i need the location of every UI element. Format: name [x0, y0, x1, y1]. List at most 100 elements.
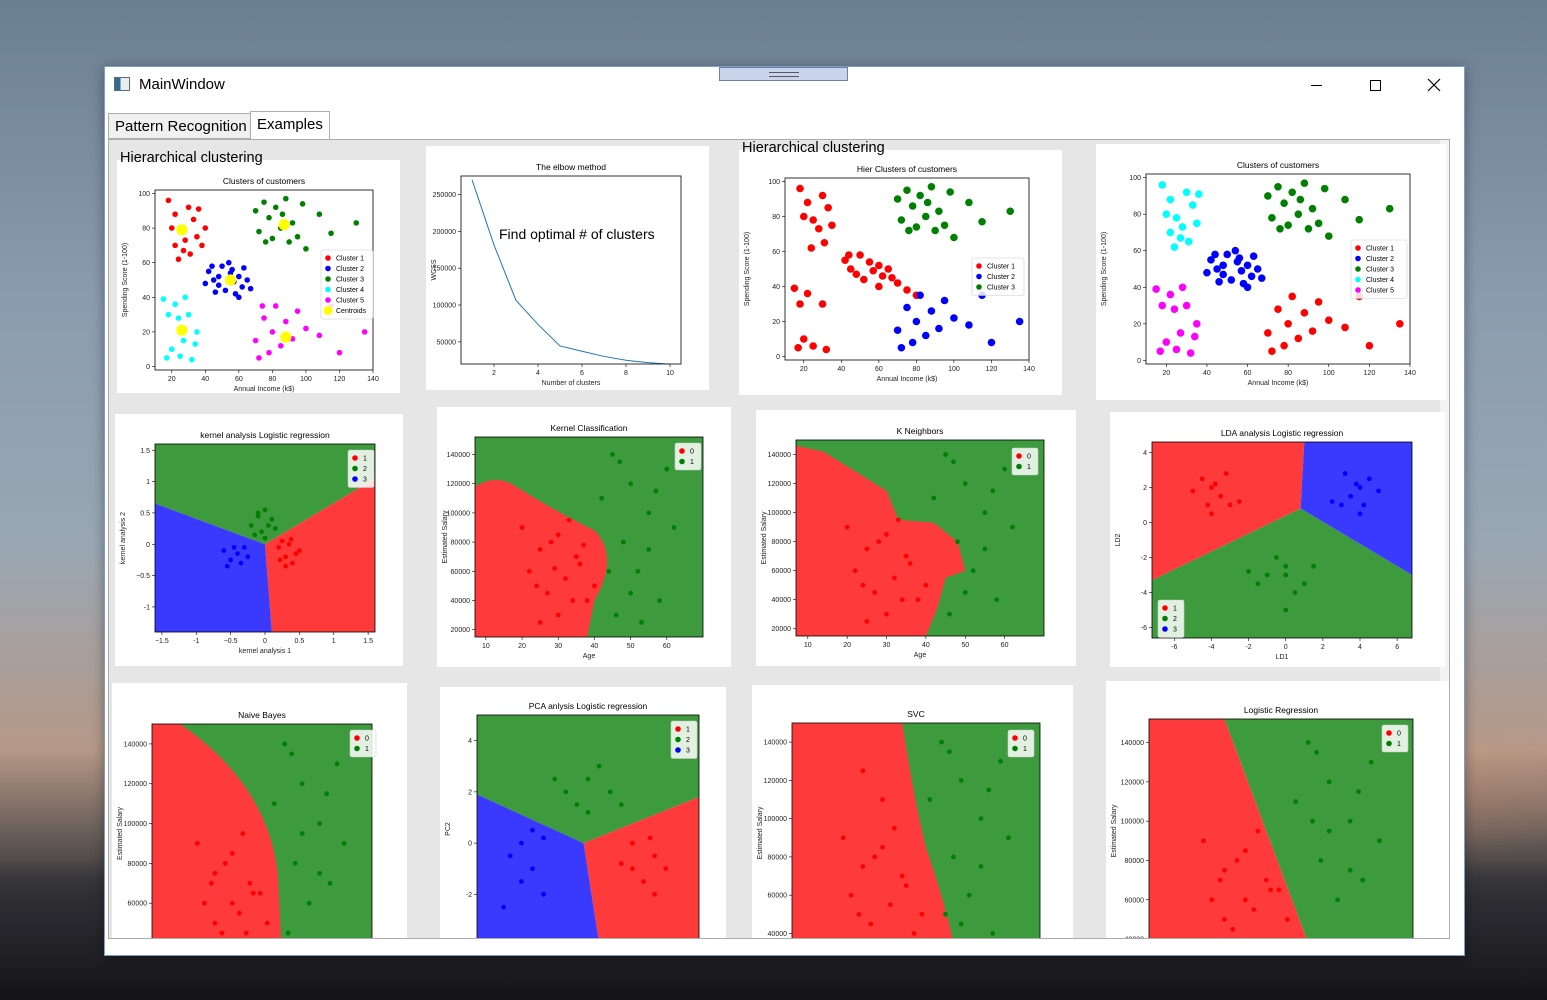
x-tick-label: 120 [1364, 370, 1376, 377]
data-point [1264, 192, 1272, 200]
x-tick-label: 40 [591, 643, 599, 650]
decision-region [792, 723, 953, 938]
x-tick-label: -2 [1245, 644, 1251, 651]
data-point [299, 831, 305, 836]
data-point [316, 211, 323, 218]
chart-panel-kernel-logreg: kernel analysis Logistic regression −1.5 -… [115, 414, 403, 666]
title-bar[interactable]: MainWindow [105, 67, 1464, 103]
data-point [1178, 223, 1187, 231]
data-point [1348, 493, 1354, 499]
data-point [1263, 877, 1269, 883]
y-tick-label: 40 [1133, 285, 1141, 292]
data-point [526, 568, 532, 574]
data-point [194, 329, 200, 335]
legend-entry: 0 [690, 449, 694, 456]
data-point [256, 355, 262, 361]
data-point [884, 531, 889, 537]
data-point [915, 597, 921, 603]
data-point [1249, 252, 1258, 261]
data-point [1361, 502, 1367, 508]
data-point [1292, 590, 1298, 595]
legend-marker [352, 476, 358, 482]
y-tick-label: 60 [142, 260, 150, 267]
data-point [241, 265, 247, 271]
data-point [903, 186, 911, 195]
minimize-button[interactable] [1287, 67, 1345, 103]
data-point [876, 539, 882, 545]
x-tick-label: 20 [800, 366, 808, 373]
data-point [796, 184, 804, 193]
data-point [845, 251, 853, 259]
legend-marker [1162, 615, 1168, 622]
data-point [950, 233, 958, 242]
x-tick-label: 20 [168, 376, 176, 383]
data-point [261, 199, 267, 205]
data-point [283, 318, 289, 325]
data-point [1314, 750, 1320, 755]
data-point [1305, 740, 1311, 745]
data-point [1314, 298, 1323, 306]
data-point [646, 510, 652, 516]
decision-region [155, 444, 375, 545]
data-point [266, 349, 272, 356]
maximize-button[interactable] [1346, 67, 1404, 103]
legend-entry: Cluster 2 [1366, 256, 1394, 263]
data-point [1341, 195, 1349, 204]
x-tick-label: 60 [1001, 642, 1009, 649]
data-point [221, 548, 227, 553]
decision-region [475, 479, 608, 637]
close-button[interactable] [1405, 67, 1463, 103]
data-point [628, 481, 634, 487]
chart-title: Kernel Classification [550, 423, 627, 433]
legend-marker [1016, 463, 1022, 470]
x-axis-label: Age [583, 653, 596, 660]
y-axis-label: PC2 [445, 822, 452, 836]
tab-examples[interactable]: Examples [250, 111, 330, 139]
data-point [175, 315, 182, 321]
data-point [803, 289, 812, 298]
data-point [958, 777, 964, 783]
data-point [1195, 190, 1203, 198]
tab-pattern-recognition[interactable]: Pattern Recognition [108, 113, 254, 139]
data-point [970, 568, 976, 574]
drag-handle[interactable] [719, 67, 848, 81]
data-point [172, 301, 178, 308]
data-point [647, 835, 653, 841]
x-tick-label: −1.5 [155, 638, 169, 645]
data-point [205, 268, 212, 275]
data-point [1314, 219, 1323, 228]
data-point [921, 331, 930, 340]
data-point [289, 751, 295, 757]
data-point [224, 274, 237, 286]
chart-panel-k-neighbors: K Neighbors 10 20 30 40 50 60 20000 40000 60000 80… [756, 410, 1076, 666]
data-point [1182, 301, 1191, 310]
data-point [306, 900, 312, 906]
data-point [919, 911, 925, 917]
data-point [803, 198, 812, 207]
y-tick-label: 80000 [128, 861, 148, 868]
data-point [317, 821, 323, 826]
data-point [250, 890, 256, 896]
data-point [341, 841, 347, 846]
data-point [1243, 261, 1252, 270]
chart-logistic-regression: Logistic Regression 40000 60000 80000 100000… [1111, 705, 1414, 938]
y-tick-label: 100000 [768, 510, 791, 517]
legend-entry: Cluster 5 [336, 298, 364, 305]
data-point [189, 356, 195, 363]
data-point [905, 226, 913, 235]
y-tick-label: 60000 [1125, 897, 1145, 904]
data-point [1006, 835, 1011, 841]
data-point [908, 202, 917, 210]
data-point [1366, 476, 1372, 482]
x-tick-label: −0.5 [224, 638, 238, 645]
chart-panel-clusters-centroids: Clusters of customers 20 40 60 80 100 120 140 0 2… [117, 150, 400, 393]
legend-marker [1016, 453, 1022, 459]
y-tick-label: 140000 [768, 452, 791, 459]
data-point [283, 554, 289, 560]
data-point [897, 343, 906, 352]
decision-region [155, 503, 272, 632]
x-axis-label: Annual Income (k$) [1248, 380, 1309, 387]
data-point [1152, 285, 1160, 293]
data-point [1353, 481, 1359, 487]
x-tick-label: 80 [268, 376, 276, 383]
